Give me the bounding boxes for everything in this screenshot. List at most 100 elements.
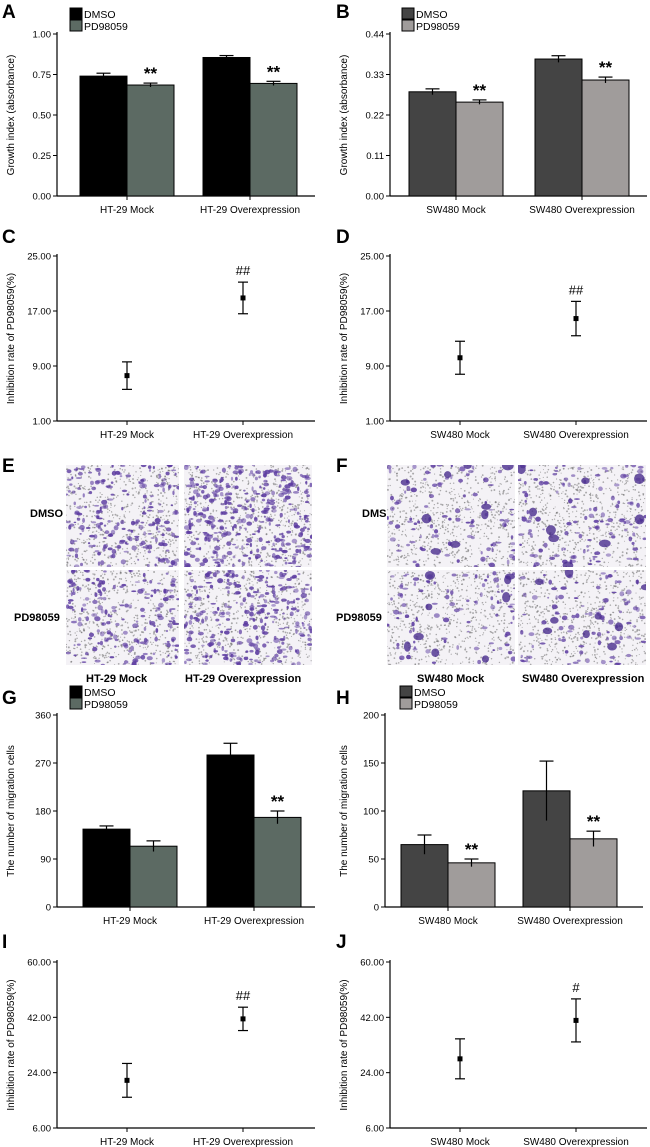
cell-mark xyxy=(200,651,203,653)
cell-mark xyxy=(470,520,474,525)
cell-mark xyxy=(445,546,448,549)
cell-mark xyxy=(167,654,170,657)
cell-mark xyxy=(595,488,598,490)
cell-mark xyxy=(98,657,100,659)
cell-mark xyxy=(225,618,231,621)
cell-mark xyxy=(195,638,198,641)
cell-mark xyxy=(189,651,192,654)
cell-mark xyxy=(265,522,267,524)
cell-mark xyxy=(477,563,479,566)
cell-mark xyxy=(114,469,116,471)
cell-mark xyxy=(202,484,208,490)
cell-mark xyxy=(592,480,594,482)
cell-mark xyxy=(251,661,254,664)
cell-mark xyxy=(226,578,230,583)
cell-mark xyxy=(188,534,190,536)
cell-mark xyxy=(464,508,471,511)
cell-mark xyxy=(222,609,225,612)
cell-mark xyxy=(469,545,472,547)
cell-mark xyxy=(282,501,284,503)
cell-mark xyxy=(126,477,128,479)
cell-mark xyxy=(217,646,219,648)
cell-mark xyxy=(173,489,175,491)
cell-mark xyxy=(166,595,172,599)
cell-mark xyxy=(100,608,104,614)
cell-mark xyxy=(189,474,192,476)
cell-mark xyxy=(541,492,544,495)
cell-mark xyxy=(107,578,109,581)
cell-mark xyxy=(301,466,303,468)
cell-mark xyxy=(155,662,157,664)
cell-mark xyxy=(261,489,263,491)
cell-mark xyxy=(469,516,472,519)
cell-mark xyxy=(309,534,312,539)
cell-mark xyxy=(508,498,510,500)
cell-mark xyxy=(162,536,164,539)
cell-mark xyxy=(115,656,117,658)
cell-mark xyxy=(121,618,125,621)
cell-mark xyxy=(465,541,468,544)
cell-mark xyxy=(258,526,262,530)
cell-mark xyxy=(99,496,102,499)
cell-mark xyxy=(614,511,617,514)
cell-mark xyxy=(281,506,283,508)
y-axis-label: Growth index (absorbance) xyxy=(6,55,17,176)
cell-mark xyxy=(510,498,512,500)
cell-mark xyxy=(299,637,302,639)
cell-mark xyxy=(288,632,291,635)
cell-mark xyxy=(277,502,280,504)
cell-mark xyxy=(302,526,307,530)
cell-mark xyxy=(76,653,79,656)
cell-mark xyxy=(506,525,508,527)
cell-mark xyxy=(92,510,95,513)
cell-mark xyxy=(196,497,198,499)
cell-mark xyxy=(88,504,91,506)
cell-mark xyxy=(539,471,542,473)
cell-mark xyxy=(171,532,175,537)
cell-mark xyxy=(166,611,169,613)
cell-mark xyxy=(498,492,501,495)
cell-mark xyxy=(259,593,265,598)
cell-mark xyxy=(92,646,98,652)
cell-mark xyxy=(175,655,178,659)
cell-mark xyxy=(88,491,93,495)
cell-mark xyxy=(211,482,213,484)
cell-mark xyxy=(586,534,589,536)
cell-mark xyxy=(164,551,167,554)
cell-mark xyxy=(96,577,100,582)
cell-mark xyxy=(307,533,309,536)
cell-mark xyxy=(79,484,81,487)
cell-mark xyxy=(100,560,105,566)
cell-mark xyxy=(103,570,107,573)
cell-mark xyxy=(194,605,196,607)
cell-mark xyxy=(537,535,539,537)
cell-mark xyxy=(97,633,99,635)
cell-mark xyxy=(508,543,511,546)
cell-mark xyxy=(246,579,249,582)
cell-mark xyxy=(136,544,138,547)
legend-label-dmso: DMSO xyxy=(414,687,446,699)
cell-mark xyxy=(412,517,415,520)
cell-mark xyxy=(405,535,407,537)
cell-mark xyxy=(170,580,176,584)
cell-mark xyxy=(168,565,174,567)
cell-mark xyxy=(269,499,275,502)
cell-mark xyxy=(74,574,76,577)
cell-mark xyxy=(170,612,172,615)
cell-mark xyxy=(99,640,103,646)
cell-mark xyxy=(464,557,467,560)
cell-mark xyxy=(414,503,416,505)
cell-mark xyxy=(307,547,312,551)
cell-mark xyxy=(184,623,186,625)
cell-mark xyxy=(110,613,113,616)
cell-mark xyxy=(216,624,219,627)
cell-mark xyxy=(485,535,488,538)
cell-mark xyxy=(223,630,230,635)
cell-mark xyxy=(258,643,260,645)
cell-mark xyxy=(88,627,90,629)
cell-mark xyxy=(77,523,79,525)
cell-mark xyxy=(272,662,274,665)
cell-mark xyxy=(274,538,278,542)
cell-mark xyxy=(241,524,244,527)
cell-mark xyxy=(305,653,307,655)
